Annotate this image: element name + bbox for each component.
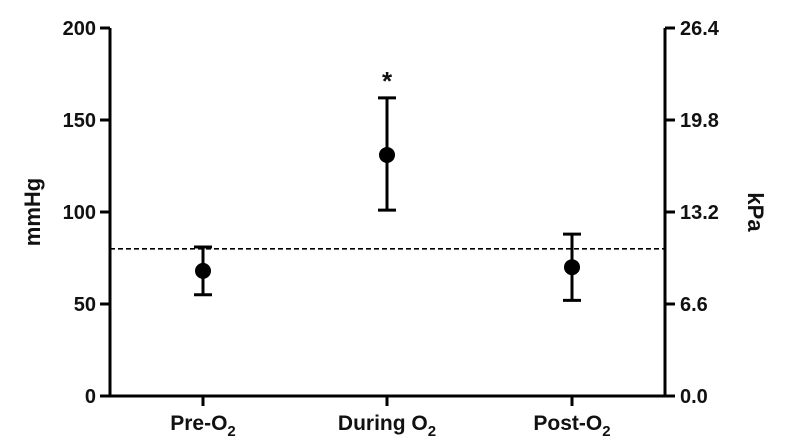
y2-tick-label: 13.2 <box>680 202 719 224</box>
y2-tick-label: 19.8 <box>680 110 719 132</box>
y2-tick-label: 0.0 <box>680 386 708 408</box>
y2-tick-label: 6.6 <box>680 294 708 316</box>
y-tick-label: 0 <box>85 386 96 408</box>
y-tick-label: 200 <box>63 18 96 40</box>
y2-tick-label: 26.4 <box>680 18 720 40</box>
y-axis-label: mmHg <box>20 178 45 246</box>
significance-marker: * <box>382 66 393 96</box>
data-point <box>564 259 580 276</box>
x-tick-label: During O2 <box>338 412 436 440</box>
x-tick-label: Post-O2 <box>533 412 610 440</box>
y-tick-label: 150 <box>63 110 96 132</box>
data-point <box>195 262 211 279</box>
data-point <box>379 146 395 163</box>
y2-axis-label: kPa <box>743 192 768 232</box>
y-tick-label: 50 <box>74 294 96 316</box>
y-tick-label: 100 <box>63 202 96 224</box>
x-tick-label: Pre-O2 <box>170 412 236 440</box>
plot-area: 0 50 100 150 200 0.0 6.6 13.2 19.8 26.4 Pre-O2 Duri… <box>63 18 720 440</box>
